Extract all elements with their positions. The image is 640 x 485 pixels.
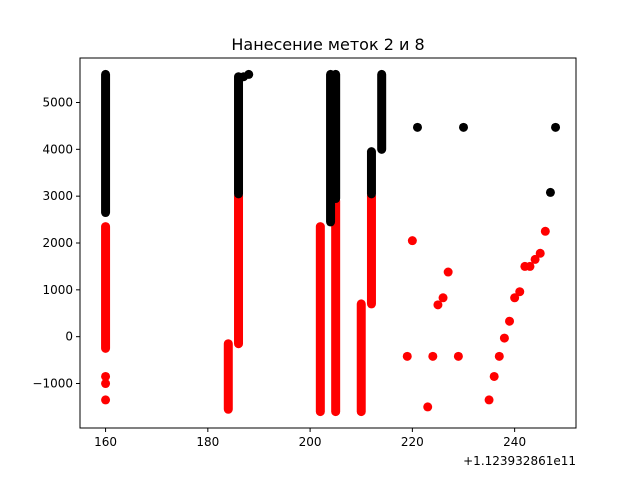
data-point-0-2 (101, 371, 111, 381)
data-point-0-0 (101, 395, 111, 405)
data-point-0-5 (423, 402, 433, 412)
data-point-0-15 (505, 316, 515, 326)
y-tick-label-3: 2000 (42, 236, 73, 250)
data-point-0-8 (438, 293, 448, 303)
data-point-1-5 (551, 122, 561, 132)
data-point-0-10 (453, 351, 463, 361)
data-point-0-11 (484, 395, 494, 405)
data-point-0-20 (530, 254, 540, 264)
x-tick-label-4: 240 (503, 435, 526, 449)
data-point-1-1 (244, 69, 254, 79)
data-point-0-4 (407, 236, 417, 246)
data-point-0-7 (433, 300, 443, 310)
data-point-0-16 (510, 293, 520, 303)
data-point-0-13 (494, 351, 504, 361)
data-point-0-12 (489, 371, 499, 381)
data-point-0-6 (428, 351, 438, 361)
data-point-0-9 (443, 267, 453, 277)
data-point-0-3 (402, 351, 412, 361)
data-point-0-14 (499, 333, 509, 343)
x-tick-label-3: 220 (401, 435, 424, 449)
data-point-0-22 (540, 226, 550, 236)
data-point-1-3 (459, 122, 469, 132)
x-axis: 160 180 200 220 240 (94, 428, 526, 449)
y-tick-label-5: 4000 (42, 142, 73, 156)
y-axis: −1000 0 1000 2000 3000 4000 5000 (32, 95, 80, 391)
x-tick-label-1: 180 (196, 435, 219, 449)
data-point-1-4 (545, 187, 555, 197)
data-point-0-17 (515, 287, 525, 297)
data-points (101, 69, 561, 417)
x-offset-label: +1.123932861e11 (463, 454, 576, 468)
x-tick-label-0: 160 (94, 435, 117, 449)
y-tick-label-6: 5000 (42, 95, 73, 109)
data-point-1-2 (412, 122, 422, 132)
y-tick-label-0: −1000 (32, 377, 73, 391)
x-tick-label-2: 200 (299, 435, 322, 449)
data-point-0-19 (525, 261, 535, 271)
chart-title: Нанесение меток 2 и 8 (231, 35, 424, 54)
y-tick-label-1: 0 (65, 330, 73, 344)
data-point-0-1 (101, 379, 111, 389)
data-point-0-21 (535, 248, 545, 258)
y-tick-label-2: 1000 (42, 283, 73, 297)
y-tick-label-4: 3000 (42, 189, 73, 203)
